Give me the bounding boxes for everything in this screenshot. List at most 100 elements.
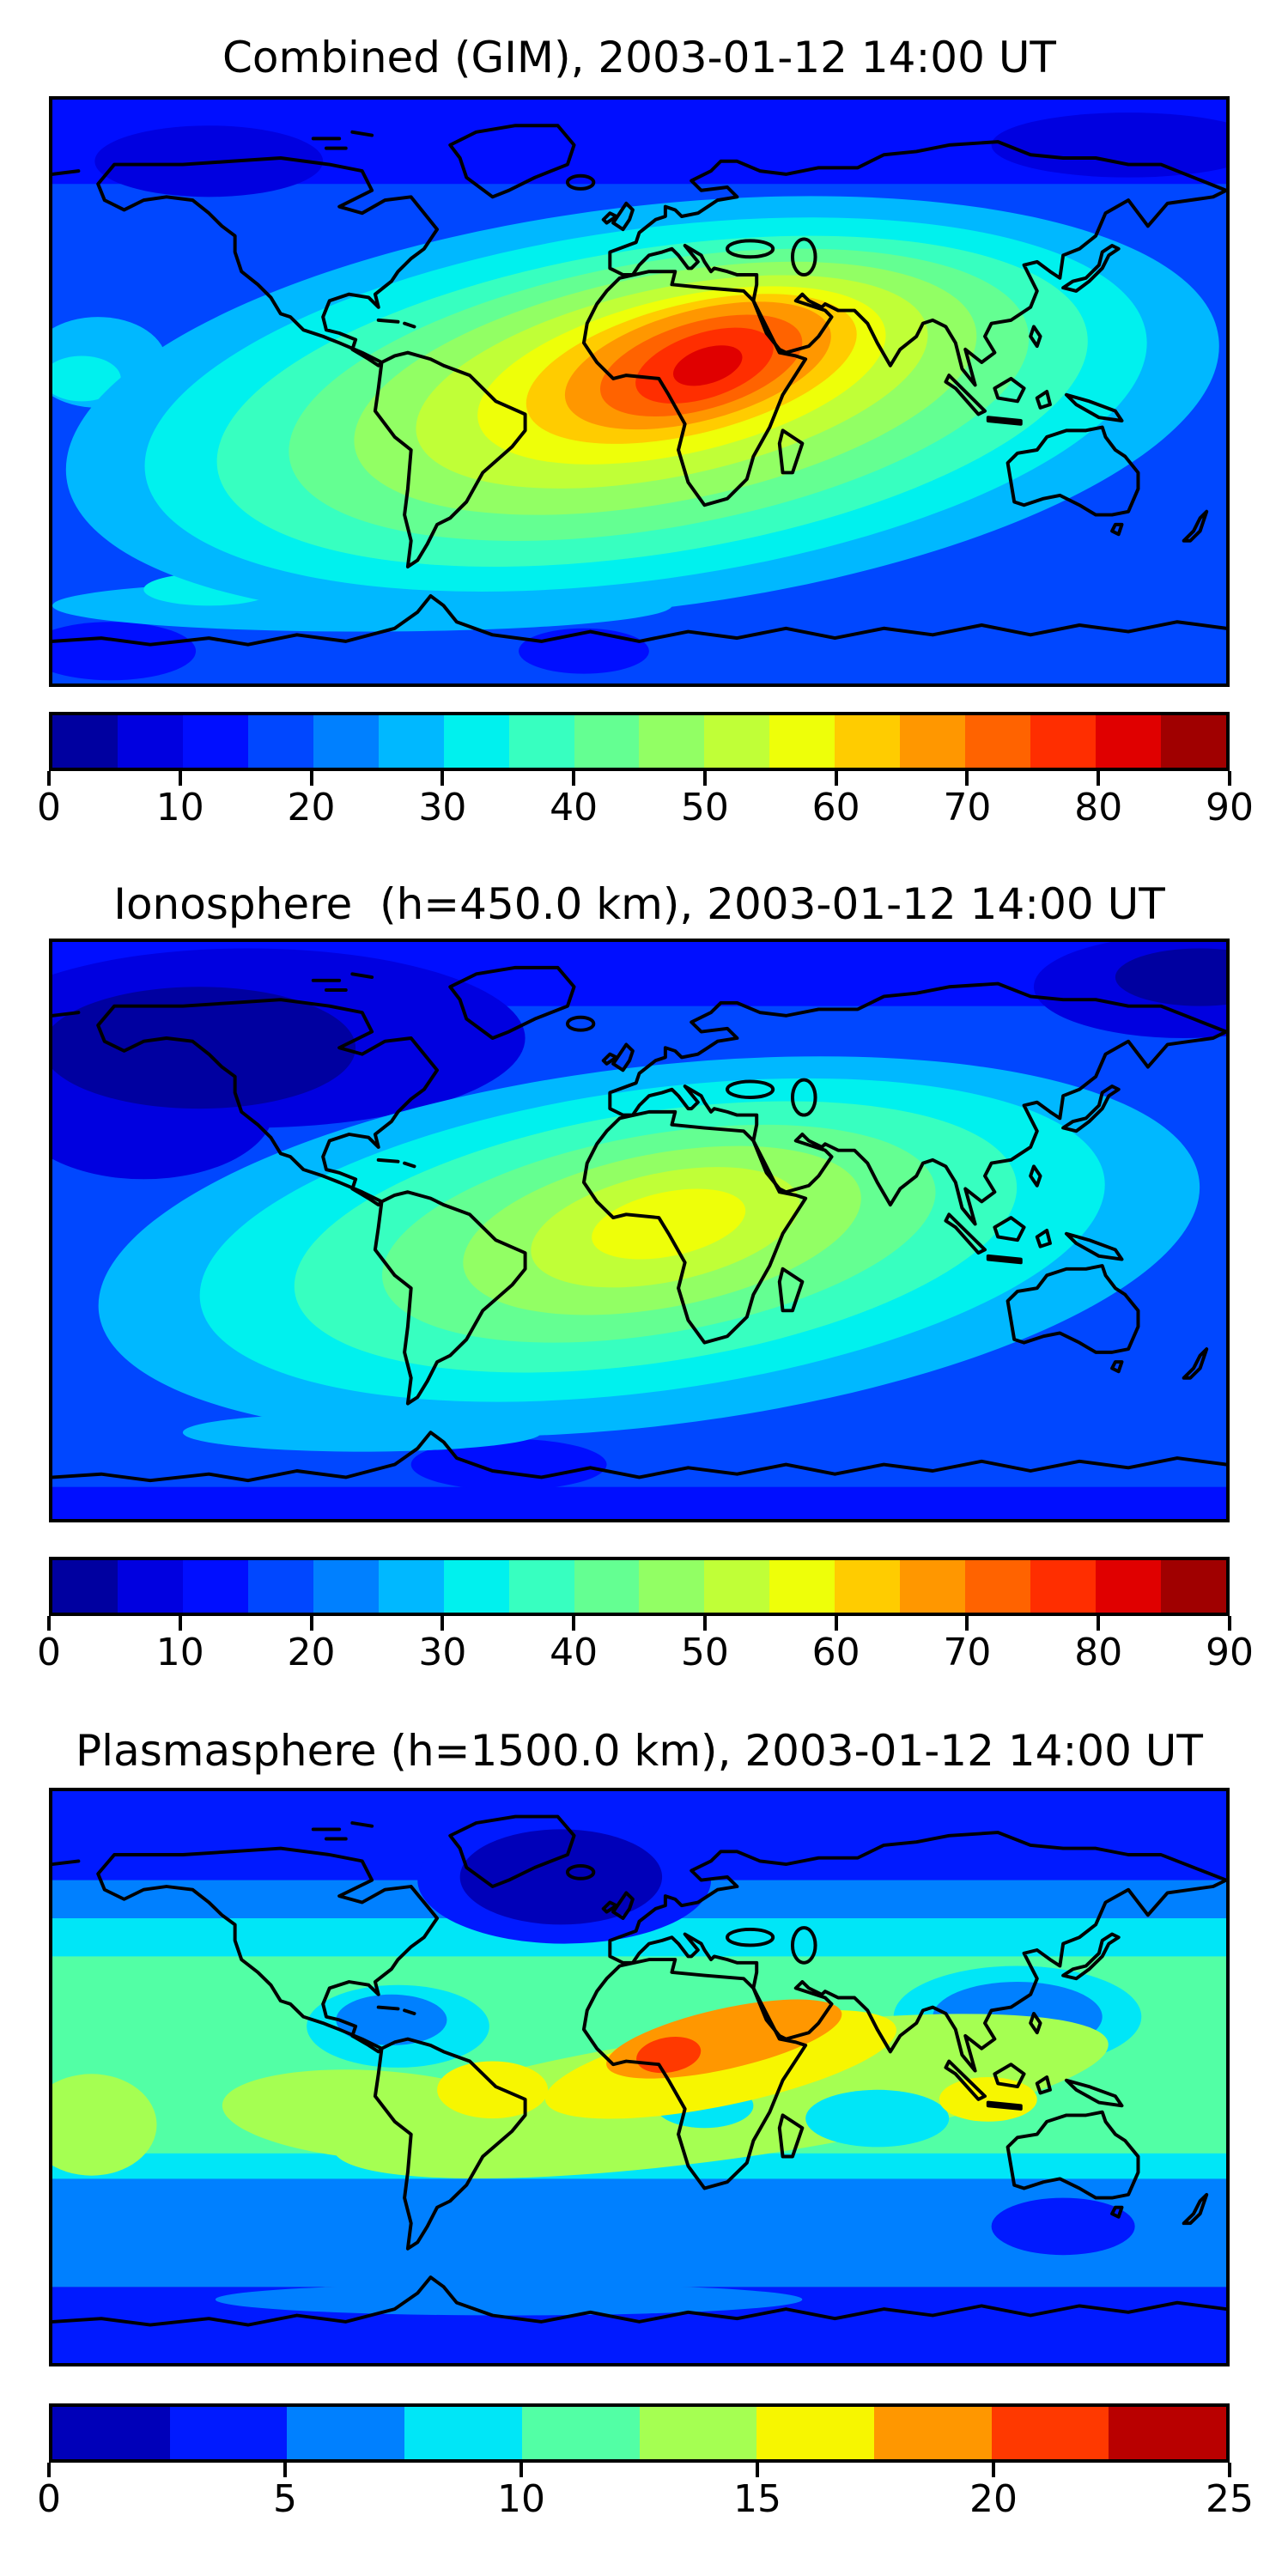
colorbar-segment [900, 1560, 966, 1613]
colorbar-segment [639, 715, 705, 768]
colorbar-segment [52, 715, 118, 768]
colorbar-tick-mark [440, 771, 445, 786]
map-plasmasphere-svg [52, 1791, 1226, 2363]
colorbar-segment [873, 2407, 992, 2459]
map1-contour-80 [672, 345, 743, 386]
colorbar-tick-mark [572, 771, 576, 786]
colorbar-segment [247, 715, 313, 768]
colorbar-segment [443, 1560, 509, 1613]
colorbar-tick-mark [1228, 771, 1231, 786]
colorbar-tick-mark [1228, 1616, 1231, 1631]
colorbar-segment [1160, 1560, 1226, 1613]
colorbar-segment [117, 715, 183, 768]
map-plasmasphere [49, 1788, 1230, 2366]
colorbar-tick-mark [702, 771, 707, 786]
colorbar-tick-mark [440, 1616, 445, 1631]
colorbar-segment [1160, 715, 1226, 768]
colorbar-tick-mark [702, 1616, 707, 1631]
colorbar-segment [52, 1560, 118, 1613]
colorbar-segment [247, 1560, 313, 1613]
map-combined-svg [52, 100, 1226, 683]
colorbar-tick-label: 10 [497, 2477, 545, 2521]
colorbar-plasmasphere-labels: 0 5 10 15 20 25 [37, 2477, 1254, 2526]
panel-title-combined: Combined (GIM), 2003-01-12 14:00 UT [222, 33, 1056, 82]
colorbar-segment [835, 1560, 901, 1613]
colorbar-tick-label: 20 [287, 1631, 336, 1674]
colorbar-segment [508, 1560, 574, 1613]
colorbar-tick-mark [756, 2463, 759, 2477]
map-ionosphere-svg [52, 942, 1226, 1519]
map1-ne-asia-low [991, 112, 1226, 178]
colorbar-combined-labels: 0 10 20 30 40 50 60 70 80 90 [37, 786, 1254, 835]
colorbar-tick-mark [965, 771, 969, 786]
colorbar-combined-ticks [47, 771, 1231, 786]
colorbar-tick-label: 20 [969, 2477, 1018, 2521]
colorbar-tick-label: 70 [943, 786, 992, 829]
colorbar-tick-mark [309, 1616, 313, 1631]
colorbar-tick-label: 0 [37, 2477, 61, 2521]
colorbar-plasmasphere [49, 2403, 1230, 2463]
colorbar-tick-mark [992, 2463, 995, 2477]
map3-pacific-edge-blob [52, 2074, 157, 2176]
map3-caribbean-azure [336, 1994, 447, 2045]
colorbar-segment [965, 715, 1031, 768]
colorbar-segment [704, 715, 770, 768]
colorbar-segment [769, 715, 835, 768]
colorbar-segment [965, 1560, 1031, 1613]
colorbar-segment [117, 1560, 183, 1613]
colorbar-segment [900, 715, 966, 768]
colorbar-tick-label: 70 [943, 1631, 992, 1674]
map3-brazil-yellow [437, 2061, 549, 2119]
colorbar-tick-label: 50 [680, 1631, 729, 1674]
colorbar-tick-label: 90 [1206, 786, 1254, 829]
map3-indonesia-yellow [939, 2077, 1037, 2122]
colorbar-segment [1096, 1560, 1161, 1613]
colorbar-tick-label: 50 [680, 786, 729, 829]
map2-south-low [410, 1438, 607, 1491]
map2-namerica-low-core [52, 987, 356, 1109]
colorbar-segment [574, 1560, 640, 1613]
colorbar-tick-label: 20 [287, 786, 336, 829]
colorbar-segment [769, 1560, 835, 1613]
colorbar-tick-label: 80 [1074, 1631, 1123, 1674]
map3-south-australia-low [991, 2197, 1135, 2256]
map1-south-low-2 [519, 628, 649, 674]
colorbar-tick-mark [1097, 771, 1101, 786]
map-combined [49, 96, 1230, 687]
colorbar-ionosphere-ticks [47, 1616, 1231, 1631]
colorbar-tick-label: 10 [155, 1631, 204, 1674]
colorbar-segment [991, 2407, 1109, 2459]
colorbar-tick-label: 80 [1074, 786, 1123, 829]
colorbar-segment [835, 715, 901, 768]
colorbar-segment [508, 715, 574, 768]
colorbar-segment [52, 2407, 170, 2459]
colorbar-segment [639, 2407, 757, 2459]
colorbar-tick-label: 40 [550, 1631, 598, 1674]
colorbar-segment [521, 2407, 640, 2459]
map1-south-low-1 [52, 622, 197, 681]
colorbar-segment [574, 715, 640, 768]
colorbar-segment [169, 2407, 288, 2459]
colorbar-tick-mark [47, 771, 51, 786]
colorbar-segment [182, 1560, 248, 1613]
colorbar-tick-label: 40 [550, 786, 598, 829]
colorbar-tick-mark [178, 1616, 182, 1631]
colorbar-segment [1030, 715, 1096, 768]
map3-antarctic-azure [215, 2283, 803, 2316]
colorbar-tick-mark [283, 2463, 287, 2477]
colorbar-segment [313, 715, 379, 768]
colorbar-plasmasphere-ticks [47, 2463, 1231, 2477]
colorbar-tick-mark [1097, 1616, 1101, 1631]
colorbar-tick-label: 5 [273, 2477, 297, 2521]
colorbar-segment [1096, 715, 1161, 768]
colorbar-segment [1030, 1560, 1096, 1613]
panel-title-ionosphere: Ionosphere (h=450.0 km), 2003-01-12 14:0… [113, 879, 1165, 929]
colorbar-segment [1109, 2407, 1227, 2459]
colorbar-tick-mark [572, 1616, 576, 1631]
colorbar-tick-mark [834, 771, 838, 786]
colorbar-tick-mark [834, 1616, 838, 1631]
colorbar-tick-label: 25 [1206, 2477, 1254, 2521]
colorbar-segment [313, 1560, 379, 1613]
map-ionosphere [49, 939, 1230, 1522]
